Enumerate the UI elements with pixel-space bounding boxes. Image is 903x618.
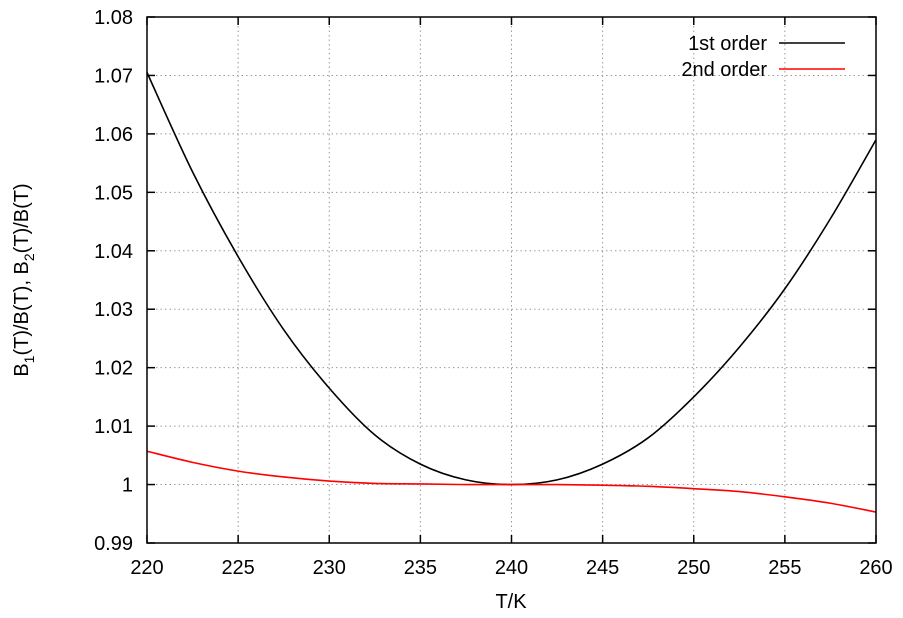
y-axis-label-part-3: (T)/B(T)	[11, 183, 33, 253]
x-tick-label: 220	[130, 557, 163, 579]
x-tick-label: 225	[221, 557, 254, 579]
y-tick-label: 1.04	[94, 241, 133, 263]
legend-label-2: 2nd order	[681, 59, 767, 81]
y-tick-label: 1	[122, 475, 133, 497]
x-tick-labels: 220 225 230 235 240 245 250 255 260	[130, 557, 892, 579]
legend-label-1: 1st order	[688, 33, 767, 55]
grid	[147, 17, 876, 543]
y-tick-label: 1.03	[94, 299, 133, 321]
x-tick-label: 235	[404, 557, 437, 579]
y-axis-label-part-1: B	[11, 363, 33, 376]
series-line-2	[146, 450, 877, 513]
y-tick-label: 1.08	[94, 7, 133, 29]
x-tick-label: 240	[495, 557, 528, 579]
y-tick-label: 0.99	[94, 533, 133, 555]
x-tick-label: 255	[768, 557, 801, 579]
y-tick-labels: 0.99 1 1.01 1.02 1.03 1.04 1.05 1.06 1.07 1.08	[94, 7, 133, 555]
legend: 1st order 2nd order	[681, 33, 845, 81]
x-tick-label: 260	[859, 557, 892, 579]
x-axis-label: T/K	[495, 591, 527, 613]
ticks	[146, 16, 877, 544]
y-axis-label-sub-2: 2	[21, 253, 37, 261]
x-tick-label: 250	[677, 557, 710, 579]
y-tick-label: 1.07	[94, 65, 133, 87]
y-tick-label: 1.01	[94, 416, 133, 438]
y-tick-label: 1.02	[94, 358, 133, 380]
y-tick-label: 1.06	[94, 124, 133, 146]
x-tick-label: 245	[586, 557, 619, 579]
y-axis-label-sub-1: 1	[21, 355, 37, 363]
x-tick-label: 230	[313, 557, 346, 579]
plot-frame	[146, 16, 877, 544]
series-layer	[146, 72, 877, 513]
y-axis-label-part-2: (T)/B(T), B	[11, 261, 33, 355]
y-axis-label: B1(T)/B(T), B2(T)/B(T)	[11, 183, 37, 376]
y-tick-label: 1.05	[94, 182, 133, 204]
